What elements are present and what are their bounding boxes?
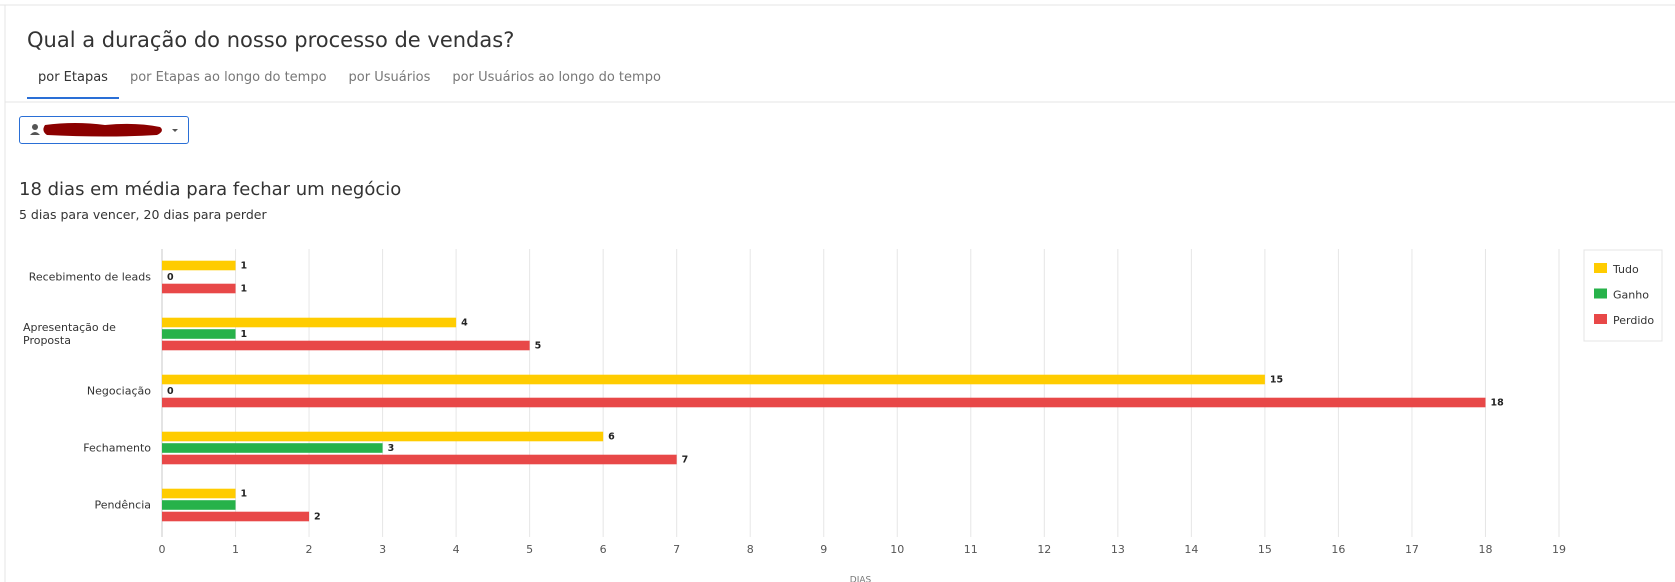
legend-label: Ganho [1613,289,1649,302]
bar [162,397,1486,408]
category-text: Pendência [94,498,151,512]
data-label: 1 [241,261,248,272]
x-tick-label: 13 [1111,543,1125,556]
legend-swatch [1594,263,1607,273]
summary-headline: 18 dias em média para fechar um negócio [19,179,402,200]
dropdown-graphics [30,123,178,137]
x-tick-label: 11 [964,543,978,556]
legend-swatch [1594,288,1607,299]
bar [162,454,677,465]
bar [162,329,236,339]
category-text: Negociação [86,384,151,398]
x-tick-label: 18 [1478,543,1492,556]
bar [162,283,236,294]
data-label: 7 [682,455,689,466]
data-label: 1 [241,329,248,340]
y-tick-label: Recebimento de leads [23,271,151,284]
x-tick-label: 6 [600,543,607,556]
x-tick-label: 9 [820,543,827,556]
x-tick-label: 16 [1331,543,1345,556]
data-label: 6 [608,432,615,443]
x-tick-label: 19 [1552,543,1566,556]
legend-label: Perdido [1613,314,1654,327]
category-text: Apresentação de Proposta [23,321,116,347]
user-dropdown[interactable] [19,116,189,144]
data-label: 5 [535,341,542,352]
x-tick-label: 17 [1405,543,1419,556]
bar [162,500,236,510]
category-text: Recebimento de leads [28,270,151,284]
x-tick-label: 5 [526,543,533,556]
bar [162,374,1265,385]
x-tick-label: 1 [232,543,239,556]
category-text: Fechamento [83,441,151,455]
bar [162,443,383,453]
data-label: 4 [461,318,468,329]
x-tick-label: 4 [453,543,460,556]
data-label: 0 [167,386,174,397]
data-label: 15 [1270,375,1283,386]
x-axis-title: DIAS [850,576,872,582]
x-tick-label: 12 [1037,543,1051,556]
x-tick-label: 10 [890,543,904,556]
bar [162,511,310,522]
tab-bar: por Etapas por Etapas ao longo do tempo po… [27,70,672,99]
tab[interactable]: por Usuários [348,70,431,85]
tab[interactable]: por Etapas ao longo do tempo [129,70,327,85]
data-label: 2 [314,512,321,523]
bar [162,260,236,271]
page-title: Qual a duração do nosso processo de vend… [27,28,515,52]
x-tick-label: 15 [1258,543,1272,556]
data-label: 1 [241,489,248,500]
bar [162,317,457,328]
x-tick-label: 7 [673,543,680,556]
y-tick-label: Pendência [23,499,151,512]
data-label: 0 [167,272,174,283]
y-tick-label: Fechamento [23,442,151,455]
legend-swatch [1594,314,1607,324]
x-tick-label: 2 [306,543,313,556]
bar [162,340,530,351]
x-tick-label: 14 [1184,543,1198,556]
data-label: 3 [388,443,395,454]
tab[interactable]: por Etapas [27,70,119,99]
y-tick-label: Negociação [23,385,151,398]
bar [162,488,236,499]
x-tick-label: 0 [159,543,166,556]
y-tick-label: Apresentação de Proposta [23,321,151,347]
data-label: 1 [241,284,248,295]
x-tick-label: 8 [747,543,754,556]
tab[interactable]: por Usuários ao longo do tempo [452,70,661,85]
summary-detail: 5 dias para vencer, 20 dias para perder [19,207,267,222]
data-label: 18 [1490,398,1504,409]
legend-label: Tudo [1612,263,1639,276]
bar [162,431,604,442]
x-tick-label: 3 [379,543,386,556]
